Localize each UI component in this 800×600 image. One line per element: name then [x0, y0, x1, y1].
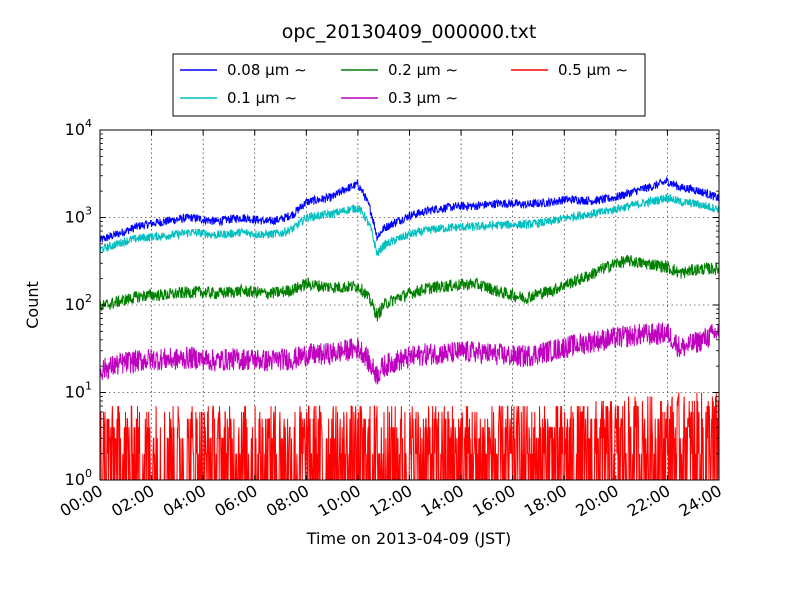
legend-label-3: 0.3 μm ∼: [388, 89, 458, 107]
y-axis-label: Count: [23, 281, 42, 329]
axis-ticks: [99, 129, 720, 481]
legend-box: [172, 53, 646, 117]
series-layer: [100, 176, 719, 480]
x-axis-label: Time on 2013-04-09 (JST): [306, 529, 511, 548]
legend-label-2: 0.2 μm ∼: [388, 61, 458, 79]
legend-label-1: 0.1 μm ∼: [227, 89, 297, 107]
series-line-1: [100, 193, 719, 257]
chart-title: opc_20130409_000000.txt: [282, 21, 537, 43]
y-tick-label: 101: [65, 380, 92, 402]
series-line-3: [100, 322, 719, 385]
series-line-0: [100, 176, 719, 243]
y-tick-label: 103: [65, 205, 92, 227]
legend: 0.08 μm ∼ 0.1 μm ∼ 0.2 μm ∼ 0.3 μm ∼ 0.5 μm …: [172, 53, 646, 117]
legend-label-0: 0.08 μm ∼: [227, 61, 307, 79]
series-line-4: [100, 392, 719, 480]
y-tick-label: 104: [65, 117, 92, 139]
y-tick-label: 102: [65, 292, 92, 314]
series-line-2: [100, 254, 719, 322]
legend-label-4: 0.5 μm ∼: [558, 61, 628, 79]
y-tick-label: 100: [65, 467, 92, 489]
y-tick-labels: 100 101 102 103 104: [65, 117, 92, 489]
